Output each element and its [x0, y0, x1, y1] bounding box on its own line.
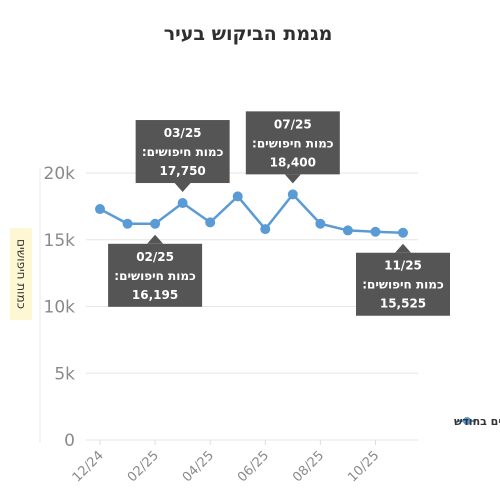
x-tick-label: 12/24: [70, 448, 107, 485]
callout-box: 11/25 כמות חיפושים: 15,525: [356, 243, 450, 316]
legend-label: חיפושים בחודש: [454, 415, 500, 428]
callout-title: 11/25: [384, 259, 422, 273]
callout-value: 15,525: [380, 297, 426, 311]
callout-label: כמות חיפושים:: [114, 269, 196, 283]
data-point[interactable]: [122, 218, 133, 229]
callout-background: [356, 252, 450, 316]
annotation-callouts: 03/25 כמות חיפושים: 17,750 07/25 כמות חיפושי…: [108, 111, 450, 316]
data-point[interactable]: [177, 198, 188, 209]
data-point[interactable]: [95, 204, 105, 215]
callout-value: 18,400: [270, 155, 316, 169]
x-tick-label: 08/25: [290, 448, 327, 485]
callout-value: 17,750: [159, 164, 205, 178]
y-tick-label: 20k: [44, 164, 76, 184]
callout-pointer: [395, 243, 411, 253]
callout-background: [108, 243, 203, 307]
data-point[interactable]: [150, 218, 161, 229]
x-tick-label: 10/25: [345, 448, 382, 485]
legend[interactable]: חיפושים בחודש: [454, 415, 500, 428]
data-point[interactable]: [342, 225, 353, 236]
callout-pointer: [147, 234, 164, 244]
data-point[interactable]: [398, 227, 408, 238]
callout-box: 03/25 כמות חיפושים: 17,750: [135, 120, 230, 193]
y-tick-label: 15k: [44, 231, 76, 251]
y-axis-label: כמות חיפושים: [15, 239, 29, 309]
x-tick-label: 06/25: [235, 448, 272, 485]
callout-box: 07/25 כמות חיפושים: 18,400: [245, 111, 340, 184]
callout-label: כמות חיפושים:: [142, 145, 224, 159]
y-axis-label-background: [10, 228, 32, 320]
y-axis-label-box: כמות חיפושים: [10, 228, 32, 320]
x-tick-label: 04/25: [180, 448, 217, 485]
data-point[interactable]: [205, 217, 216, 228]
x-tick-label: 02/25: [125, 448, 162, 485]
y-tick-label: 5k: [54, 364, 75, 384]
callout-label: כמות חיפושים:: [362, 278, 444, 292]
callout-pointer: [174, 183, 191, 193]
x-axis-ticks: 12/24 02/25 04/25 06/25 08/25 10/25: [70, 440, 382, 485]
callout-box: 02/25 כמות חיפושים: 16,195: [108, 234, 203, 307]
data-point[interactable]: [232, 191, 243, 202]
series-group: [95, 189, 408, 238]
y-axis-ticks: 0 5k 10k 15k 20k: [44, 164, 76, 451]
callout-pointer: [284, 174, 301, 184]
data-point[interactable]: [370, 226, 381, 237]
callout-title: 07/25: [274, 117, 312, 131]
y-tick-label: 0: [64, 431, 75, 451]
y-tick-label: 10k: [44, 298, 76, 318]
callout-background: [245, 111, 340, 175]
callout-background: [135, 120, 230, 184]
legend-marker-icon: [463, 417, 471, 425]
callout-value: 16,195: [132, 288, 178, 302]
callout-title: 02/25: [136, 250, 174, 264]
chart-title: מגמת הביקוש בעיר: [164, 23, 333, 45]
callout-label: כמות חיפושים:: [252, 136, 334, 150]
callout-title: 03/25: [164, 126, 202, 140]
series-line: [99, 193, 404, 234]
data-point[interactable]: [315, 218, 326, 229]
data-point[interactable]: [260, 224, 271, 235]
data-point[interactable]: [287, 189, 298, 200]
